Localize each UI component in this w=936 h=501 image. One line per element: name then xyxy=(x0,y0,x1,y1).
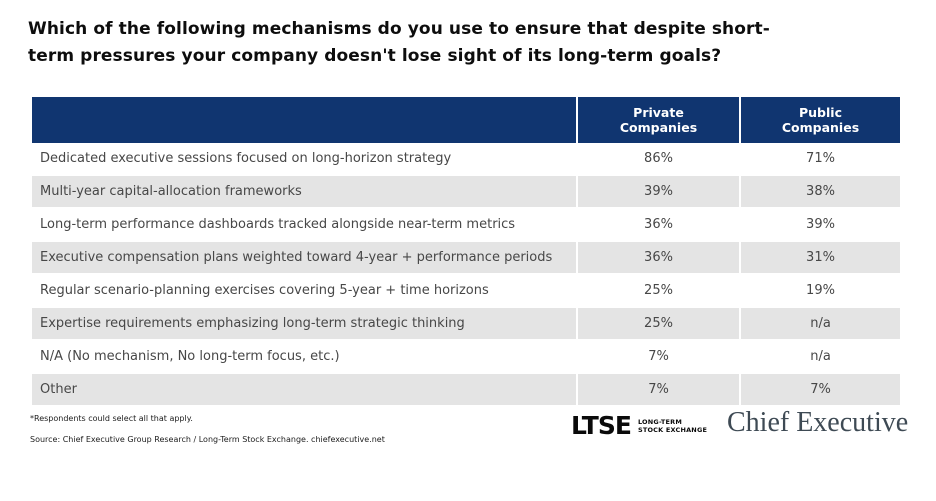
table-row: Expertise requirements emphasizing long-… xyxy=(32,308,900,341)
private-value: 36% xyxy=(576,209,739,240)
header-cell-private-companies: Private Companies xyxy=(576,97,739,143)
page-title: Which of the following mechanisms do you… xyxy=(28,16,770,70)
table-row: Executive compensation plans weighted to… xyxy=(32,242,900,275)
header-cell-public-companies: Public Companies xyxy=(739,97,900,143)
ltse-tagline-line-1: LONG-TERM xyxy=(637,418,683,426)
table-row: Other 7% 7% xyxy=(32,374,900,407)
footnotes: *Respondents could select all that apply… xyxy=(30,414,385,444)
ltse-tagline-line-2: STOCK EXCHANGE xyxy=(637,426,708,434)
table-row: Dedicated executive sessions focused on … xyxy=(32,143,900,176)
row-label: Other xyxy=(40,382,77,397)
private-value: 25% xyxy=(576,308,739,339)
public-value: 71% xyxy=(739,143,900,174)
row-label: Multi-year capital-allocation frameworks xyxy=(40,184,302,199)
private-value: 7% xyxy=(576,341,739,372)
table-row: N/A (No mechanism, No long-term focus, e… xyxy=(32,341,900,374)
row-label: Long-term performance dashboards tracked… xyxy=(40,217,516,232)
public-value: 19% xyxy=(739,275,900,306)
chief-executive-logo: Chief Executive xyxy=(727,407,909,438)
row-label: Dedicated executive sessions focused on … xyxy=(40,151,452,166)
private-value: 25% xyxy=(576,275,739,306)
table-row: Long-term performance dashboards tracked… xyxy=(32,209,900,242)
page-title-line-1: Which of the following mechanisms do you… xyxy=(28,19,770,39)
footnote-source: Source: Chief Executive Group Research /… xyxy=(30,435,385,444)
public-value: 39% xyxy=(739,209,900,240)
header-cell-mechanism xyxy=(32,97,576,143)
private-value: 7% xyxy=(576,374,739,405)
table-row: Regular scenario-planning exercises cove… xyxy=(32,275,900,308)
footnote-respondents: *Respondents could select all that apply… xyxy=(30,414,193,423)
page-title-line-2: term pressures your company doesn't lose… xyxy=(28,46,722,66)
private-value: 39% xyxy=(576,176,739,207)
public-value: n/a xyxy=(739,341,900,372)
ltse-wordmark: LTSE xyxy=(571,411,632,440)
private-value: 86% xyxy=(576,143,739,174)
ltse-logo: LTSE LONG-TERM STOCK EXCHANGE xyxy=(571,413,707,439)
row-label: Expertise requirements emphasizing long-… xyxy=(40,316,465,331)
public-value: 31% xyxy=(739,242,900,273)
row-label: N/A (No mechanism, No long-term focus, e… xyxy=(40,349,340,364)
public-value: 7% xyxy=(739,374,900,405)
private-value: 36% xyxy=(576,242,739,273)
table-row: Multi-year capital-allocation frameworks… xyxy=(32,176,900,209)
row-label: Regular scenario-planning exercises cove… xyxy=(40,283,489,298)
public-value: n/a xyxy=(739,308,900,339)
table-header-row: Private Companies Public Companies xyxy=(32,97,900,143)
ltse-tagline: LONG-TERM STOCK EXCHANGE xyxy=(638,418,707,434)
survey-results-table: Private Companies Public Companies Dedic… xyxy=(32,97,900,407)
public-value: 38% xyxy=(739,176,900,207)
row-label: Executive compensation plans weighted to… xyxy=(40,250,553,265)
